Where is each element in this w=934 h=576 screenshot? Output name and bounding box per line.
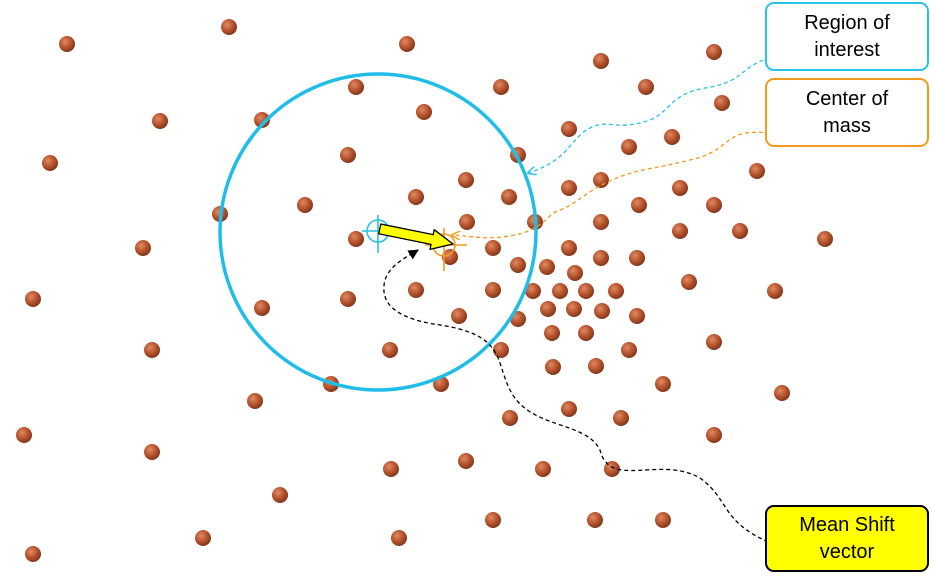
data-point: [493, 342, 509, 358]
data-point: [621, 139, 637, 155]
data-point: [135, 240, 151, 256]
data-point: [594, 303, 610, 319]
data-point: [587, 512, 603, 528]
data-point: [458, 172, 474, 188]
data-point: [774, 385, 790, 401]
data-point: [593, 53, 609, 69]
data-point: [566, 301, 582, 317]
data-point: [561, 121, 577, 137]
data-point: [485, 240, 501, 256]
data-point: [348, 79, 364, 95]
data-point: [416, 104, 432, 120]
data-point: [25, 546, 41, 562]
data-point: [408, 282, 424, 298]
data-point: [451, 308, 467, 324]
data-point: [672, 223, 688, 239]
data-point: [655, 376, 671, 392]
data-point: [502, 410, 518, 426]
data-point: [221, 19, 237, 35]
data-point: [732, 223, 748, 239]
data-point: [613, 410, 629, 426]
data-point: [195, 530, 211, 546]
data-point: [631, 197, 647, 213]
data-point: [681, 274, 697, 290]
data-point: [593, 172, 609, 188]
data-point: [408, 189, 424, 205]
data-point: [535, 461, 551, 477]
data-point: [485, 282, 501, 298]
data-point: [16, 427, 32, 443]
region-leader-line: [528, 57, 771, 173]
data-point: [561, 180, 577, 196]
data-point: [588, 358, 604, 374]
data-point: [297, 197, 313, 213]
data-point: [714, 95, 730, 111]
data-point: [340, 147, 356, 163]
data-point: [510, 257, 526, 273]
data-point: [629, 250, 645, 266]
data-point: [42, 155, 58, 171]
data-point: [144, 444, 160, 460]
center-of-mass-label: Center of mass: [805, 87, 889, 137]
data-point: [254, 112, 270, 128]
data-point: [59, 36, 75, 52]
data-point: [459, 214, 475, 230]
data-point: [399, 36, 415, 52]
data-point: [561, 401, 577, 417]
data-point: [272, 487, 288, 503]
data-point: [749, 163, 765, 179]
data-point: [672, 180, 688, 196]
data-point: [348, 231, 364, 247]
data-point: [593, 214, 609, 230]
data-point: [664, 129, 680, 145]
data-point: [152, 113, 168, 129]
data-point: [485, 512, 501, 528]
data-point: [25, 291, 41, 307]
data-point: [638, 79, 654, 95]
region-of-interest-circle: [218, 72, 538, 392]
data-point: [545, 359, 561, 375]
data-point: [552, 283, 568, 299]
data-point: [706, 44, 722, 60]
data-point: [340, 291, 356, 307]
data-point: [706, 334, 722, 350]
data-point: [544, 325, 560, 341]
data-point: [567, 265, 583, 281]
data-point: [540, 301, 556, 317]
center-of-mass-callout: Center of mass: [765, 78, 929, 147]
data-point: [458, 453, 474, 469]
data-point: [442, 249, 458, 265]
data-point: [391, 530, 407, 546]
data-point: [621, 342, 637, 358]
mean-shift-vector-label: Mean Shift vector: [799, 513, 895, 563]
data-point: [817, 231, 833, 247]
data-point: [382, 342, 398, 358]
data-point: [525, 283, 541, 299]
data-point: [706, 197, 722, 213]
data-point: [561, 240, 577, 256]
data-point: [706, 427, 722, 443]
data-point: [608, 283, 624, 299]
data-point: [254, 300, 270, 316]
data-point: [144, 342, 160, 358]
data-points: [16, 19, 833, 562]
data-point: [629, 308, 645, 324]
data-point: [493, 79, 509, 95]
data-point: [593, 250, 609, 266]
data-point: [383, 461, 399, 477]
region-of-interest-callout: Region of interest: [765, 2, 929, 71]
mean-shift-leader-line: [383, 249, 769, 543]
center-of-mass-leader-line: [452, 131, 771, 237]
mean-shift-vector-callout: Mean Shift vector: [765, 505, 929, 572]
data-point: [655, 512, 671, 528]
mean-shift-arrow-icon: [378, 223, 454, 251]
data-point: [767, 283, 783, 299]
region-of-interest-label: Region of interest: [804, 11, 890, 61]
data-point: [578, 283, 594, 299]
data-point: [578, 325, 594, 341]
data-point: [501, 189, 517, 205]
data-point: [539, 259, 555, 275]
data-point: [247, 393, 263, 409]
